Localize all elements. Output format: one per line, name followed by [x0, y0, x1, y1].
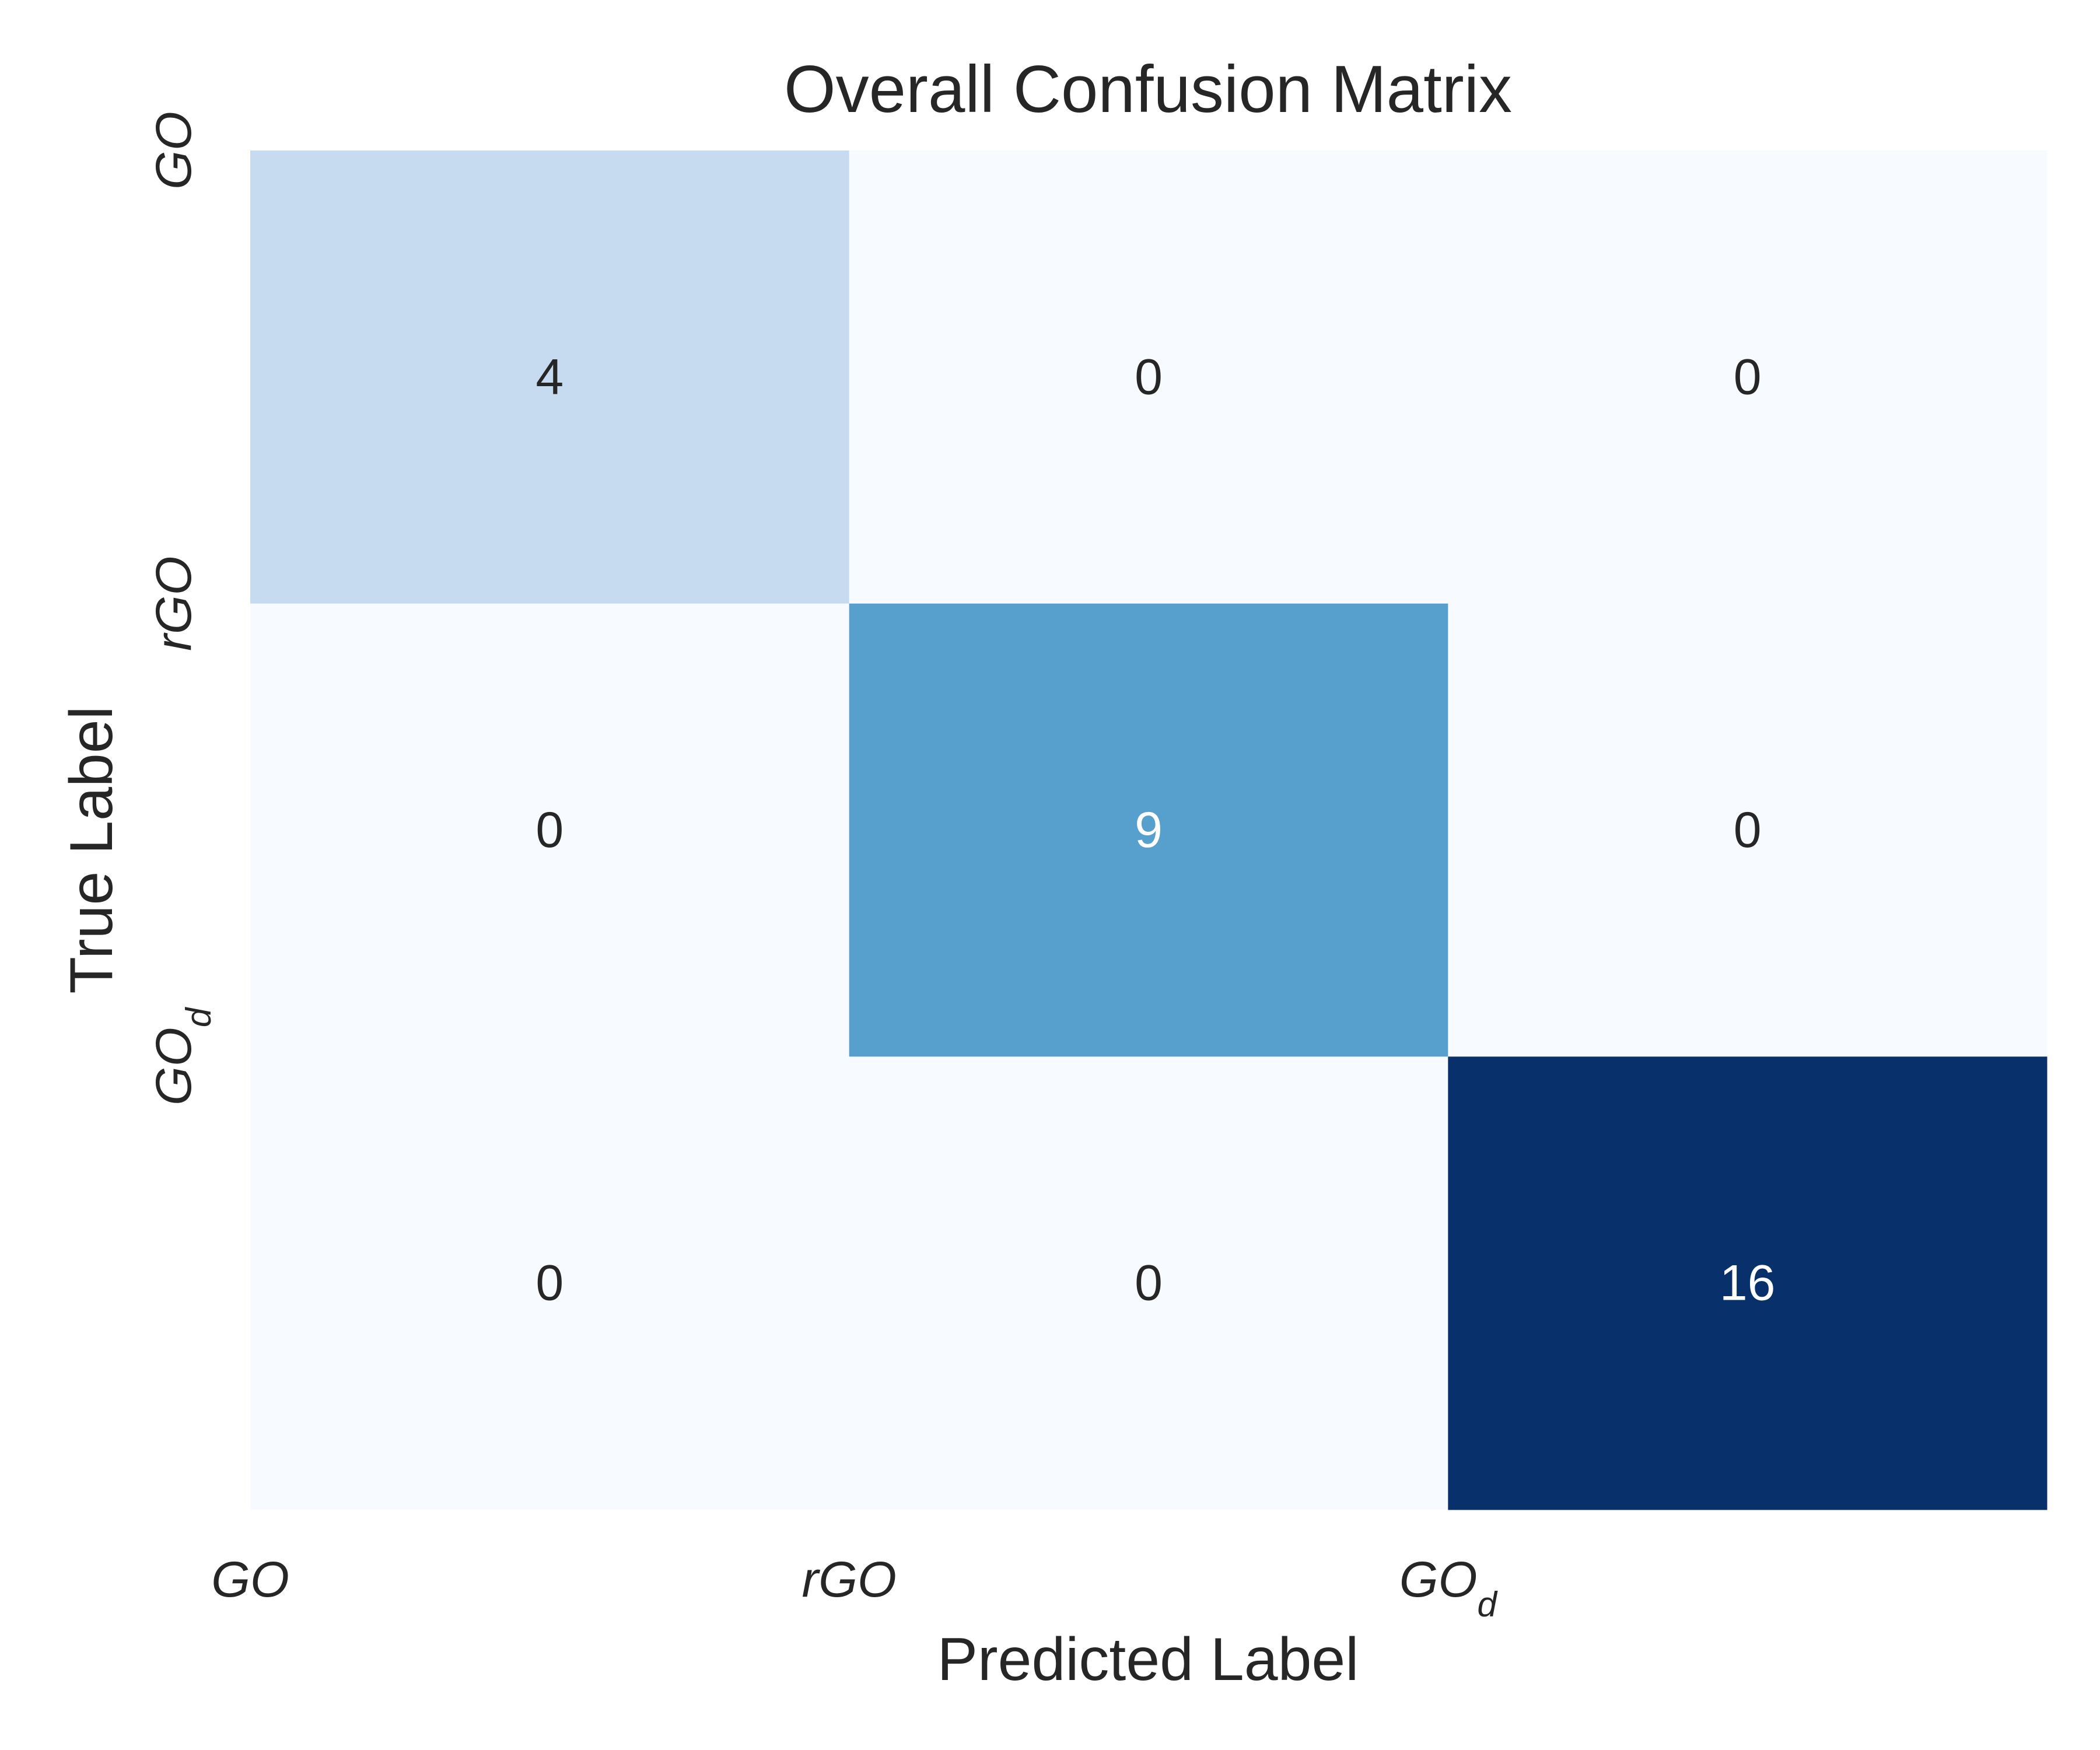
x-tick-label: GOd	[1399, 1552, 1499, 1624]
y-tick-label: rGO	[146, 556, 202, 650]
x-tick-label: rGO	[802, 1552, 896, 1608]
x-axis-tick-labels: GO rGO GOd	[211, 1552, 1498, 1624]
y-axis-tick-labels: GO rGO GOd	[146, 111, 218, 1105]
heatmap-cells	[250, 150, 2048, 1510]
cell-value-label: 0	[536, 1255, 564, 1311]
chart-title: Overall Confusion Matrix	[784, 52, 1512, 127]
cell-value-label: 16	[1720, 1255, 1776, 1311]
heatmap-cell	[1448, 603, 2048, 1057]
y-tick-label: GO	[146, 111, 202, 190]
heatmap-cell	[250, 1056, 850, 1510]
heatmap-cell	[849, 603, 1448, 1057]
cell-value-label: 0	[536, 802, 564, 858]
cell-value-label: 0	[1135, 349, 1163, 405]
heatmap-cell	[849, 1056, 1448, 1510]
heatmap-cell	[250, 150, 850, 604]
cell-value-label: 9	[1135, 802, 1163, 858]
cell-value-label: 0	[1734, 349, 1762, 405]
cell-value-label: 4	[536, 349, 564, 405]
heatmap-cell	[250, 603, 850, 1057]
heatmap-cell	[1448, 1056, 2048, 1510]
x-tick-label: GO	[211, 1552, 289, 1608]
heatmap-cell	[1448, 150, 2048, 604]
y-axis-label: True Label	[58, 706, 125, 993]
x-axis-label: Predicted Label	[937, 1626, 1359, 1693]
cell-value-labels: 4 0 0 0 9 0 0 0 16	[536, 349, 1775, 1311]
cell-value-label: 0	[1135, 1255, 1163, 1311]
y-tick-label: GOd	[146, 1006, 218, 1105]
heatmap-cell	[849, 150, 1448, 604]
cell-value-label: 0	[1734, 802, 1762, 858]
